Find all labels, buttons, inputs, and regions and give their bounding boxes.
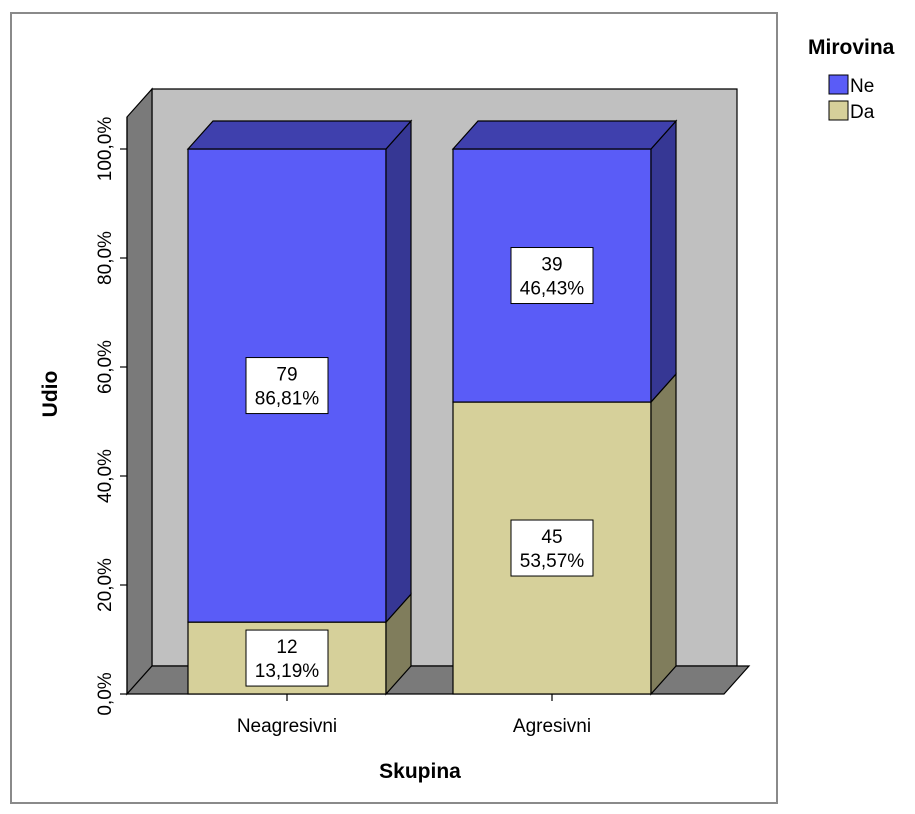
data-label-percent: 53,57% [520, 551, 585, 572]
data-label-box [245, 357, 329, 415]
x-tick-label: Agresivni [513, 716, 591, 737]
legend-label: Ne [850, 76, 874, 97]
data-label: 45 53,57% [510, 519, 594, 577]
data-label-count: 39 [541, 255, 562, 276]
legend: Mirovina Ne Da [808, 36, 895, 123]
legend-swatch [828, 74, 849, 95]
bar-top [186, 120, 413, 150]
bar-side [385, 119, 412, 624]
data-label-count: 12 [276, 637, 297, 658]
x-axis: Neagresivni Agresivni [237, 694, 591, 737]
legend-title: Mirovina [808, 36, 895, 59]
data-label-percent: 13,19% [255, 661, 320, 682]
bar-top [451, 120, 678, 150]
side-wall [126, 87, 153, 696]
data-label-count: 45 [541, 527, 562, 548]
x-axis-title: Skupina [379, 760, 461, 783]
data-labels: 12 13,19% 79 86,81% 45 53,57% 39 46,43% [245, 247, 594, 687]
data-label-box [510, 519, 594, 577]
y-tick-label: 80,0% [95, 231, 116, 285]
bar-side [650, 372, 677, 696]
y-axis: 0,0% 20,0% 40,0% 60,0% 80,0% 100,0% [95, 117, 128, 716]
bar-side [650, 119, 677, 404]
data-label: 12 13,19% [245, 629, 329, 687]
data-label-box [510, 247, 594, 305]
y-tick-label: 100,0% [95, 117, 116, 182]
data-label-count: 79 [276, 365, 297, 386]
y-tick-label: 60,0% [95, 340, 116, 394]
y-tick-label: 0,0% [95, 672, 116, 715]
y-axis-title: Udio [39, 371, 62, 418]
x-tick-label: Neagresivni [237, 716, 337, 737]
legend-label: Da [850, 102, 875, 123]
data-label: 39 46,43% [510, 247, 594, 305]
legend-swatch [828, 100, 849, 121]
y-tick-label: 40,0% [95, 449, 116, 503]
data-label-percent: 86,81% [255, 389, 320, 410]
data-label-percent: 46,43% [520, 279, 585, 300]
data-label: 79 86,81% [245, 357, 329, 415]
data-label-box [245, 629, 329, 687]
y-tick-label: 20,0% [95, 558, 116, 612]
